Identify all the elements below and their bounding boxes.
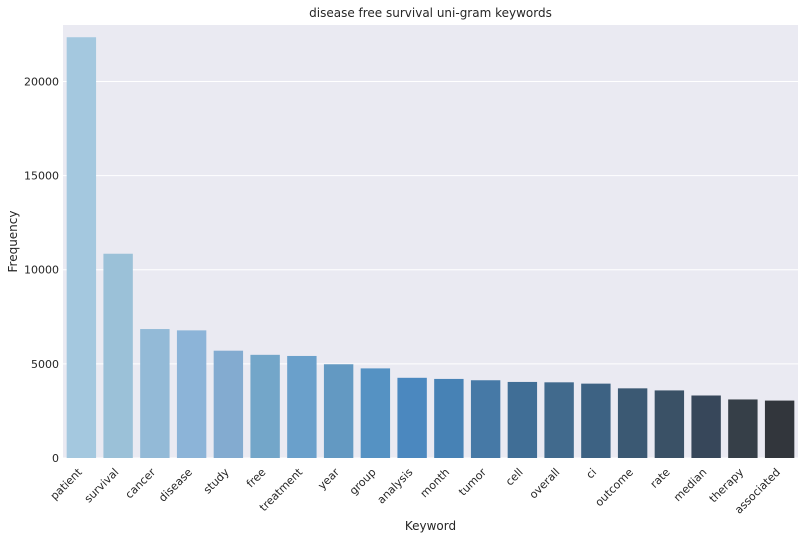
bar-month — [434, 378, 464, 458]
bar-overall — [544, 382, 574, 458]
bar-associated — [764, 400, 795, 458]
bar-survival — [103, 253, 133, 458]
bar-year — [323, 364, 354, 458]
x-axis-label: Keyword — [405, 519, 456, 533]
x-tick-label: disease — [156, 466, 195, 505]
bar-median — [691, 395, 721, 458]
x-tick-label: group — [347, 466, 379, 498]
bar-rate — [654, 390, 685, 458]
x-tick-label: patient — [48, 465, 85, 502]
x-tick-label: study — [201, 465, 232, 496]
y-axis-label: Frequency — [6, 211, 20, 273]
x-tick-label: year — [315, 465, 342, 492]
x-tick-label: cancer — [123, 465, 159, 501]
y-tick-label: 10000 — [24, 264, 59, 277]
x-tick-label: free — [244, 466, 269, 491]
y-tick-label: 15000 — [24, 170, 59, 183]
y-tick-label: 20000 — [24, 75, 59, 88]
x-tick-label: median — [671, 466, 709, 504]
bar-patient — [66, 37, 97, 458]
bars — [66, 37, 795, 458]
x-tick-label: analysis — [375, 466, 416, 507]
bar-cancer — [140, 329, 170, 458]
bar-ci — [581, 383, 611, 458]
x-tick-label: outcome — [593, 466, 636, 509]
bar-tumor — [470, 380, 501, 458]
y-tick-label: 0 — [52, 452, 59, 465]
x-tick-label: ci — [584, 466, 600, 482]
bar-treatment — [287, 355, 317, 458]
bar-study — [213, 350, 244, 458]
bar-analysis — [397, 377, 427, 458]
chart-title: disease free survival uni-gram keywords — [309, 6, 552, 20]
x-tick-label: tumor — [456, 465, 489, 498]
bar-disease — [176, 330, 207, 458]
x-tick-label: survival — [82, 466, 122, 506]
bar-group — [360, 368, 391, 458]
y-axis-ticks: 0 5000 10000 15000 20000 — [24, 75, 59, 465]
x-tick-label: overall — [527, 466, 563, 502]
bar-outcome — [617, 388, 648, 458]
bar-therapy — [728, 399, 758, 458]
x-tick-label: rate — [648, 466, 673, 491]
y-tick-label: 5000 — [31, 358, 59, 371]
bar-cell — [507, 381, 538, 458]
bar-free — [250, 354, 280, 458]
x-tick-label: month — [418, 466, 452, 500]
x-tick-label: cell — [503, 466, 526, 489]
plot-background — [63, 25, 798, 458]
